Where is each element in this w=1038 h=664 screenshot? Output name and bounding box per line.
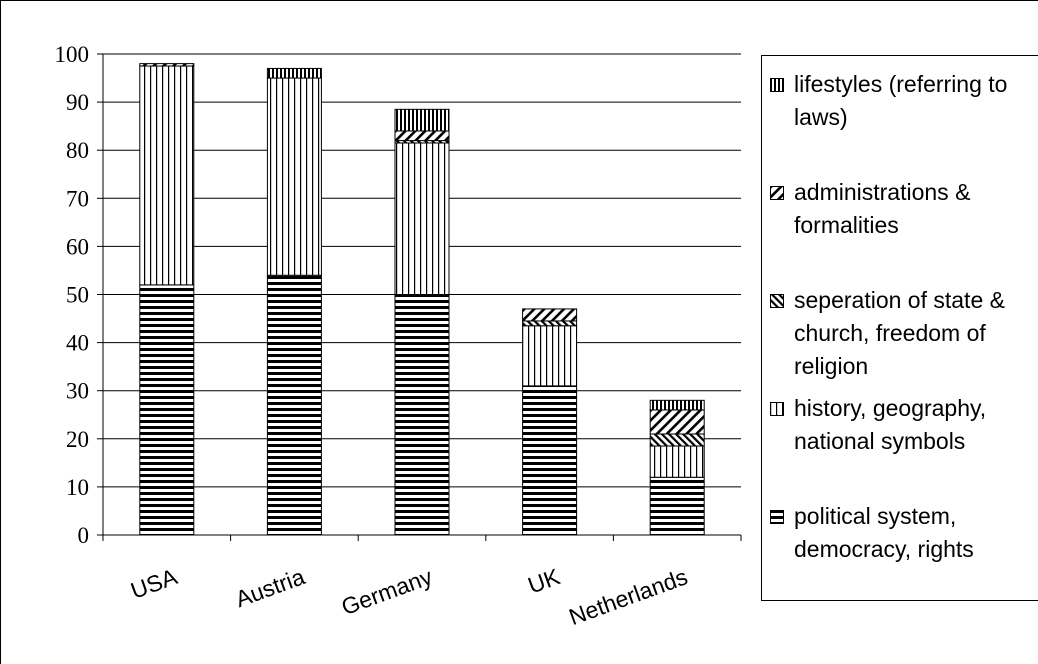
y-tick-label: 90 xyxy=(66,90,89,115)
bar-segment xyxy=(394,108,450,132)
bar-segment xyxy=(649,433,705,447)
bar-segment xyxy=(649,409,705,435)
bar-segment xyxy=(394,130,450,142)
bar-segment xyxy=(649,476,705,536)
bar-segment xyxy=(649,399,705,411)
legend-swatch xyxy=(770,510,784,524)
bar-segment xyxy=(266,274,322,536)
x-category-label: Netherlands xyxy=(565,563,690,630)
bar-segment xyxy=(649,445,705,478)
y-tick-label: 80 xyxy=(66,138,89,163)
y-tick-label: 40 xyxy=(66,331,89,356)
y-tick-label: 20 xyxy=(66,427,89,452)
legend-swatch xyxy=(770,186,784,200)
legend-label: lifestyles (referring to laws) xyxy=(794,71,1008,130)
bar-segment xyxy=(522,320,578,327)
y-tick-label: 0 xyxy=(78,523,90,548)
x-category-label: Austria xyxy=(232,563,308,612)
bar-segment xyxy=(522,308,578,322)
legend-swatch xyxy=(770,402,784,416)
bar-segment xyxy=(394,294,450,536)
legend-label: seperation of state & church, freedom of… xyxy=(794,287,1005,379)
x-category-label: Germany xyxy=(338,563,436,620)
legend-label: political system, democracy, rights xyxy=(794,503,974,562)
y-tick-label: 50 xyxy=(66,283,89,308)
legend-label: administrations & formalities xyxy=(794,179,971,238)
x-category-label: USA xyxy=(127,563,181,604)
bar-segment xyxy=(522,385,578,536)
y-tick-label: 100 xyxy=(55,42,90,67)
y-tick-label: 70 xyxy=(66,186,89,211)
legend-label: history, geography, national symbols xyxy=(794,395,987,454)
bar-segment xyxy=(139,65,195,286)
x-category-label: UK xyxy=(524,563,564,599)
axes xyxy=(97,53,742,541)
y-tick-label: 10 xyxy=(66,475,89,500)
legend-swatch xyxy=(770,78,784,92)
bar-segment xyxy=(139,63,195,67)
y-tick-label: 30 xyxy=(66,379,89,404)
bar-segment xyxy=(139,284,195,536)
y-tick-labels: 0 10 20 30 40 50 60 70 80 90 100 xyxy=(55,42,90,548)
bar-segment xyxy=(266,67,322,79)
y-tick-label: 60 xyxy=(66,234,89,259)
bar-segment xyxy=(394,142,450,295)
x-category-labels: USA Austria Germany UK Netherlands xyxy=(127,563,691,630)
bar-segment xyxy=(522,325,578,387)
bars xyxy=(139,63,705,536)
legend-swatch xyxy=(770,294,784,308)
legend: lifestyles (referring to laws) administra… xyxy=(761,55,1038,601)
bar-segment xyxy=(266,77,322,276)
